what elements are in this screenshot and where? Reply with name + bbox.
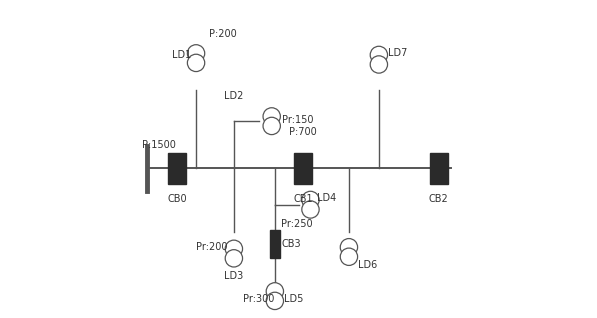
Text: LD4: LD4	[318, 193, 337, 204]
Ellipse shape	[370, 46, 387, 64]
Ellipse shape	[263, 117, 281, 135]
Ellipse shape	[266, 292, 284, 309]
Ellipse shape	[187, 54, 205, 72]
Ellipse shape	[302, 201, 319, 218]
FancyBboxPatch shape	[294, 153, 312, 184]
Ellipse shape	[225, 250, 242, 267]
Ellipse shape	[340, 238, 358, 256]
Ellipse shape	[266, 283, 284, 300]
Text: Pr:200: Pr:200	[196, 242, 227, 252]
Text: LD6: LD6	[358, 259, 378, 270]
Ellipse shape	[302, 191, 319, 209]
Text: LD7: LD7	[388, 48, 408, 59]
Ellipse shape	[187, 45, 205, 62]
Ellipse shape	[340, 248, 358, 266]
Text: CB0: CB0	[167, 194, 187, 204]
Ellipse shape	[263, 108, 281, 125]
Text: P:200: P:200	[209, 30, 236, 39]
Text: CB1: CB1	[293, 194, 313, 204]
Text: LD3: LD3	[224, 271, 244, 280]
Text: P:1500: P:1500	[141, 140, 176, 149]
Text: LD5: LD5	[284, 294, 304, 304]
FancyBboxPatch shape	[168, 153, 186, 184]
Ellipse shape	[370, 56, 387, 73]
Text: CB3: CB3	[282, 239, 301, 249]
Ellipse shape	[225, 240, 242, 258]
Text: LD2: LD2	[224, 91, 244, 101]
Text: Pr:300: Pr:300	[244, 294, 275, 304]
FancyBboxPatch shape	[430, 153, 448, 184]
Text: P:700: P:700	[290, 127, 317, 137]
Text: CB2: CB2	[429, 194, 449, 204]
FancyBboxPatch shape	[270, 230, 279, 258]
Text: LD1: LD1	[173, 50, 192, 60]
Text: Pr:250: Pr:250	[281, 218, 313, 229]
Text: Pr:150: Pr:150	[282, 114, 313, 125]
